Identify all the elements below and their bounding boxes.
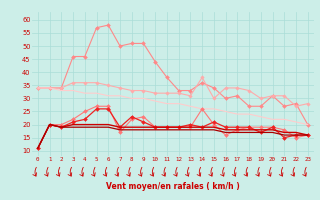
X-axis label: Vent moyen/en rafales ( km/h ): Vent moyen/en rafales ( km/h ) [106, 182, 240, 191]
